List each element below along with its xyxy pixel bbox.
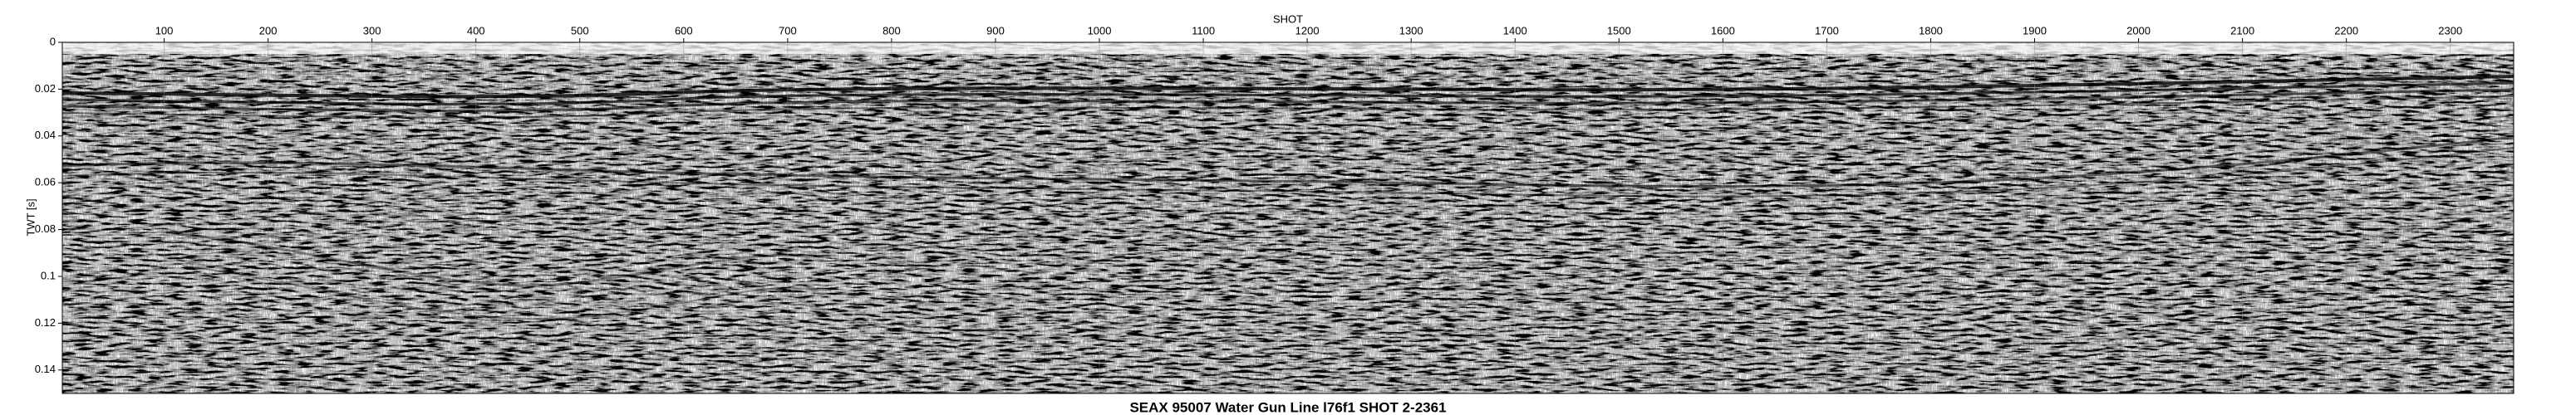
x-tick-label: 1800 — [1919, 24, 1943, 37]
x-tick-label: 100 — [155, 24, 174, 37]
x-tick-label: 700 — [779, 24, 797, 37]
x-tick-label: 600 — [675, 24, 693, 37]
plot-frame — [61, 42, 2515, 394]
y-tick-label: 0.06 — [35, 176, 56, 188]
x-tick-label: 300 — [363, 24, 381, 37]
x-tick-label: 1400 — [1503, 24, 1527, 37]
x-tick-label: 2200 — [2334, 24, 2358, 37]
x-tick-label: 500 — [571, 24, 589, 37]
reflectors — [62, 75, 2514, 320]
water-column — [62, 42, 2514, 54]
y-tick-label: 0 — [50, 35, 56, 47]
x-tick-label: 1600 — [1711, 24, 1735, 37]
seismic-section — [62, 42, 2514, 393]
x-tick-label: 1700 — [1815, 24, 1839, 37]
x-tick-label: 800 — [882, 24, 901, 37]
x-tick-label: 400 — [467, 24, 485, 37]
x-tick-label: 2100 — [2230, 24, 2254, 37]
x-axis-label: SHOT — [1273, 12, 1303, 25]
y-tick-label: 0.12 — [35, 316, 56, 329]
x-tick-label: 1000 — [1088, 24, 1112, 37]
x-tick-label: 1300 — [1399, 24, 1423, 37]
y-tick-label: 0.14 — [35, 363, 56, 375]
chart-title: SEAX 95007 Water Gun Line l76f1 SHOT 2-2… — [1129, 399, 1446, 415]
y-axis-label: TWT [s] — [24, 198, 37, 236]
x-tick-label: 2300 — [2438, 24, 2462, 37]
y-tick-label: 0.02 — [35, 82, 56, 95]
x-tick-label: 2000 — [2126, 24, 2151, 37]
x-tick-label: 1900 — [2023, 24, 2047, 37]
y-tick-label: 0.04 — [35, 129, 56, 141]
x-tick-label: 900 — [986, 24, 1005, 37]
y-tick-label: 0.08 — [35, 222, 56, 235]
x-tick-label: 1100 — [1192, 24, 1215, 37]
x-tick-label: 1500 — [1607, 24, 1631, 37]
y-tick-label: 0.1 — [41, 269, 56, 281]
x-tick-label: 200 — [259, 24, 278, 37]
x-tick-label: 1200 — [1295, 24, 1320, 37]
